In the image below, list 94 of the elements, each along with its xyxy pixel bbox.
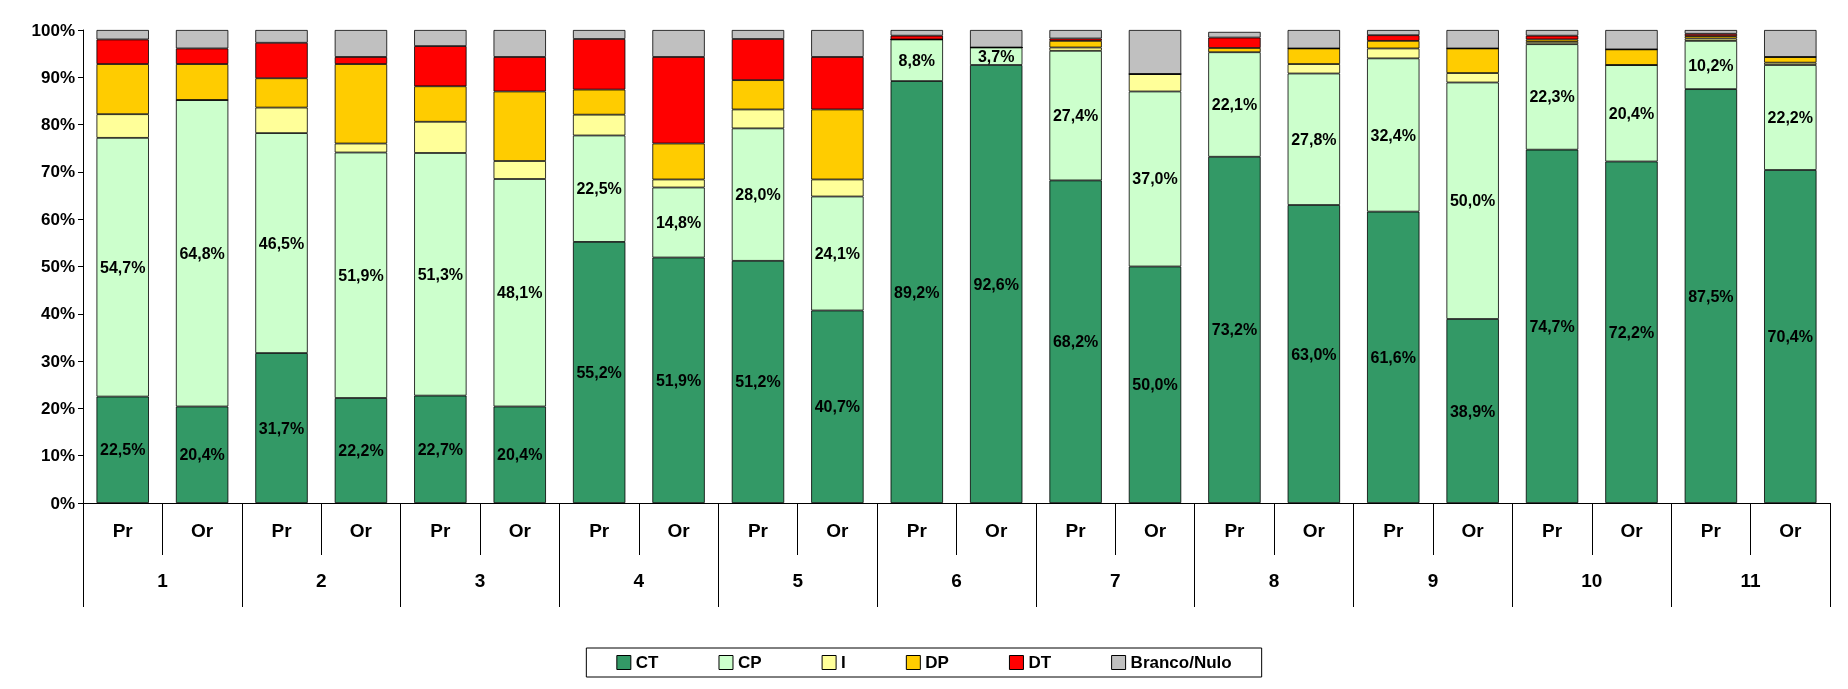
data-label: 31,7% xyxy=(258,419,305,437)
data-label: 51,9% xyxy=(338,266,384,284)
y-tick-label: 60% xyxy=(40,209,75,229)
data-label: 63,0% xyxy=(1291,345,1337,363)
x-tick-label: Pr xyxy=(271,520,293,541)
data-label: 50,0% xyxy=(1132,376,1178,394)
text: 4 xyxy=(633,570,645,591)
data-label: 14,8% xyxy=(655,214,702,232)
legend-label: Branco/Nulo xyxy=(1130,653,1232,672)
y-tick-label: 70% xyxy=(40,162,75,182)
data-label: 22,1% xyxy=(1211,96,1258,113)
data-label: 55,2% xyxy=(576,363,622,381)
data-label: 64,8% xyxy=(179,244,225,262)
text: 7 xyxy=(1110,570,1121,591)
data-label: 20,4% xyxy=(497,446,543,464)
data-label: 32,4% xyxy=(1370,126,1416,144)
data-label: 87,5% xyxy=(1688,287,1734,305)
x-tick-label: Pr xyxy=(1383,520,1404,541)
legend-label: CP xyxy=(737,653,762,672)
text: 6 xyxy=(951,570,962,591)
y-tick-label: 100% xyxy=(31,20,75,40)
x-tick-label: Or xyxy=(191,520,214,541)
data-label: 28,0% xyxy=(735,186,781,204)
data-label: 22,2% xyxy=(338,442,384,459)
x-tick-label: Pr xyxy=(1065,520,1087,541)
data-label: 22,3% xyxy=(1529,88,1575,106)
x-tick-label: Pr xyxy=(112,520,134,541)
y-tick-label: 0% xyxy=(50,493,75,513)
x-tick-label: Or xyxy=(349,520,373,541)
data-label: 48,1% xyxy=(497,284,543,302)
data-label: 8,8% xyxy=(898,51,936,69)
x-tick-label: Or xyxy=(826,520,850,541)
data-label: 68,2% xyxy=(1052,333,1099,351)
x-tick-label: Pr xyxy=(589,520,610,541)
data-label: 72,2% xyxy=(1608,323,1655,341)
text: 3 xyxy=(474,570,486,591)
y-tick-label: 20% xyxy=(40,398,75,418)
x-tick-label: Pr xyxy=(430,520,451,541)
text: 11 xyxy=(1740,570,1762,591)
x-tick-label: Or xyxy=(1620,520,1644,541)
data-label: 46,5% xyxy=(258,234,305,252)
x-tick-label: Pr xyxy=(906,520,928,541)
x-tick-label: Or xyxy=(1461,520,1485,541)
text: 9 xyxy=(1427,570,1439,591)
y-tick-label: 10% xyxy=(40,446,75,466)
y-tick-label: 90% xyxy=(40,67,75,87)
text: 2 xyxy=(315,570,327,591)
x-tick-label: Pr xyxy=(747,520,769,541)
data-label: 27,8% xyxy=(1291,130,1337,148)
x-tick-label: Or xyxy=(508,520,532,541)
x-tick-label: Or xyxy=(985,520,1008,541)
y-tick-label: 50% xyxy=(40,257,75,276)
data-label: 74,7% xyxy=(1529,317,1575,335)
data-label: 50,0% xyxy=(1449,192,1496,210)
data-label: 3,7% xyxy=(977,47,1015,65)
data-label: 51,9% xyxy=(655,371,702,389)
data-label: 38,9% xyxy=(1449,402,1496,420)
data-label: 61,6% xyxy=(1370,348,1416,366)
data-label: 92,6% xyxy=(973,275,1019,293)
data-label: 51,3% xyxy=(417,265,464,283)
x-tick-label: Pr xyxy=(1224,520,1246,541)
x-tick-label: Or xyxy=(1143,520,1167,541)
data-label: 20,4% xyxy=(1608,104,1655,122)
data-label: 27,4% xyxy=(1052,107,1099,125)
data-label: 22,5% xyxy=(100,441,146,459)
text: 5 xyxy=(792,570,804,591)
data-label: 40,7% xyxy=(814,398,861,416)
legend-label: DP xyxy=(925,653,949,672)
text: 10 xyxy=(1581,570,1603,591)
data-label: 24,1% xyxy=(814,244,861,262)
legend-label: CT xyxy=(635,653,660,672)
data-label: 70,4% xyxy=(1767,328,1813,345)
data-label: 10,2% xyxy=(1688,56,1734,74)
data-label: 89,2% xyxy=(894,283,940,301)
data-label: 22,2% xyxy=(1767,109,1813,126)
data-label: 22,5% xyxy=(576,180,622,198)
y-tick-label: 40% xyxy=(40,304,75,324)
x-tick-label: Or xyxy=(1779,520,1802,541)
legend-label: I xyxy=(841,653,846,672)
x-tick-label: Pr xyxy=(1700,520,1722,541)
y-tick-label: 30% xyxy=(40,351,75,371)
text: 1 xyxy=(157,570,169,591)
data-label: 20,4% xyxy=(179,446,225,464)
text: 8 xyxy=(1268,570,1280,591)
legend-label: DT xyxy=(1028,653,1052,672)
data-label: 73,2% xyxy=(1211,321,1258,339)
x-tick-label: Or xyxy=(1302,520,1326,541)
data-label: 51,2% xyxy=(735,373,781,391)
data-label: 54,7% xyxy=(100,258,146,276)
data-label: 22,7% xyxy=(417,440,464,458)
y-tick-label: 80% xyxy=(40,115,75,135)
data-label: 37,0% xyxy=(1132,170,1178,188)
x-tick-label: Pr xyxy=(1542,520,1563,541)
x-tick-label: Or xyxy=(667,520,691,541)
